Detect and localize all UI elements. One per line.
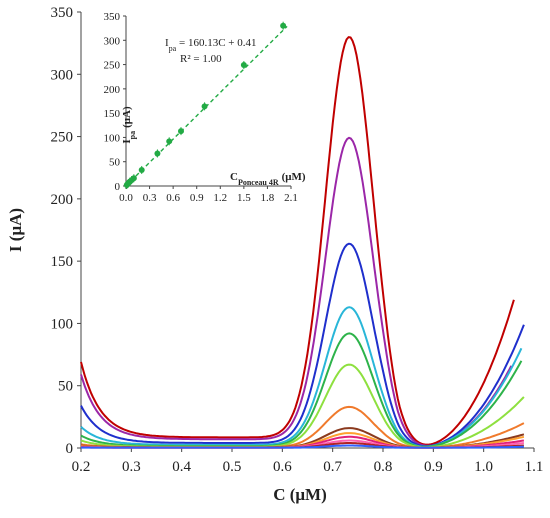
inset-x-tick-label: 1.8 [261,192,275,204]
inset-y-tick-label: 250 [104,60,121,72]
inset-r2: R² = 1.00 [180,53,222,65]
inset-x-axis-title-unit: (μM) [282,171,306,183]
inset-x-tick-label: 2.1 [284,192,298,204]
inset-data-point [280,22,287,29]
inset-data-point [138,166,145,173]
inset-x-tick-label: 0.9 [190,192,204,204]
inset-y-tick-label: 100 [104,132,121,144]
inset-y-axis-title-sub: pa [128,131,137,139]
main-y-axis-title: I (μA) [6,208,25,252]
inset-data-point [130,175,137,182]
inset-x-axis-title-main: C [230,171,238,183]
main-y-tick-label: 350 [51,5,74,21]
inset-plot: 0.0 0.3 0.6 0.9 1.2 1.5 1.8 2.1 0 50 100 150 200 250… [104,11,306,204]
inset-y-axis-title-unit: (μA) [121,106,133,128]
main-x-tick-label: 0.4 [172,459,191,475]
main-x-tick-label: 1.0 [474,459,493,475]
inset-data-point [240,62,247,69]
main-x-axis-title-unit: (μM) [290,485,327,504]
main-x-tick-label: 0.7 [323,459,342,475]
main-y-tick-label: 250 [51,130,74,146]
inset-x-axis-title: CPonceau 4R (μM) [230,171,306,187]
main-x-tick-label: 0.2 [72,459,91,475]
main-x-tick-label: 0.6 [273,459,292,475]
main-x-tick-label: 0.8 [374,459,393,475]
inset-y-axis-title: Ipa (μA) [121,106,137,144]
main-series-line [80,242,525,448]
inset-y-tick-label: 150 [104,108,121,120]
main-y-tick-label: 300 [51,67,74,83]
inset-equation-sub: pa [169,44,177,53]
inset-equation: Ipa = 160.13C + 0.41 [165,37,256,53]
inset-y-tick-label: 300 [104,35,121,47]
main-y-tick-label: 100 [51,316,74,332]
inset-x-tick-label: 0.3 [143,192,157,204]
inset-x-tick-label: 1.2 [213,192,227,204]
inset-x-tick-label: 0.0 [119,192,133,204]
inset-y-tick-label: 0 [115,181,121,193]
inset-x-tick-label: 1.5 [237,192,251,204]
inset-data-point [154,150,161,157]
inset-data-point [201,103,208,110]
main-x-tick-label: 0.3 [122,459,141,475]
inset-y-axis-title-main: I [121,139,133,143]
main-x-axis-title: C (μM) [273,485,327,504]
main-y-tick-label: 50 [58,379,73,395]
inset-y-tick-label: 200 [104,84,121,96]
inset-x-axis-title-sub: Ponceau 4R [238,178,279,187]
inset-data-point [166,138,173,145]
main-x-ticks: 0.2 0.3 0.4 0.5 0.6 0.7 0.8 0.9 1.0 1.1 [72,448,544,475]
main-x-tick-label: 1.1 [525,459,544,475]
main-y-tick-label: 0 [66,441,74,457]
inset-x-ticks: 0.0 0.3 0.6 0.9 1.2 1.5 1.8 2.1 [119,186,298,204]
main-y-tick-label: 200 [51,192,74,208]
main-x-tick-label: 0.5 [223,459,242,475]
main-series-line [80,36,515,446]
main-plot: 0.2 0.3 0.4 0.5 0.6 0.7 0.8 0.9 1.0 1.1 0 50 100 150… [6,5,543,504]
inset-x-tick-label: 0.6 [166,192,180,204]
main-x-axis-title-main: C [273,485,285,504]
inset-y-tick-label: 50 [109,157,121,169]
main-y-tick-label: 150 [51,254,74,270]
main-y-axis-title-unit: (μA) [6,208,25,241]
main-x-tick-label: 0.9 [424,459,443,475]
main-y-axis-title-main: I [6,245,25,252]
main-series-line [81,444,524,449]
inset-equation-main: I [165,37,169,49]
main-series-group [80,36,525,449]
inset-y-ticks: 0 50 100 150 200 250 300 350 [104,11,126,193]
inset-equation-rest: = 160.13C + 0.41 [176,37,256,49]
inset-data-point [178,128,184,135]
main-y-ticks: 0 50 100 150 200 250 300 350 [51,5,81,457]
inset-points-group [123,21,287,190]
inset-y-tick-label: 350 [104,11,121,23]
